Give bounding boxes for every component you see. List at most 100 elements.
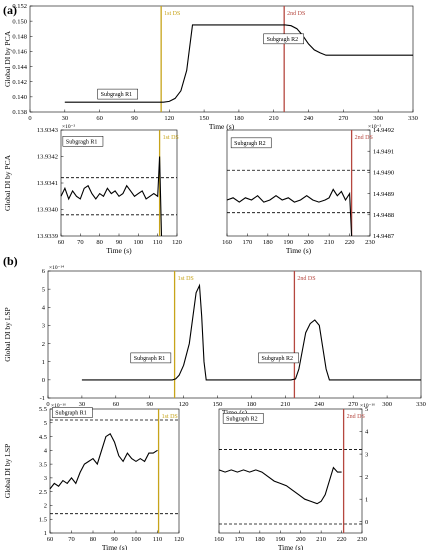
annotation-text: Subgragh R1	[101, 92, 132, 98]
y-tick-label: 1.5	[39, 516, 47, 523]
x-tick-label: 150	[199, 115, 209, 122]
panel-label-b: (b)	[3, 254, 18, 268]
y-tick-label: 2	[42, 341, 45, 348]
x-tick-label: 170	[235, 536, 245, 543]
y-tick-label: 0	[365, 519, 368, 526]
x-tick-label: 200	[304, 239, 314, 246]
x-tick-label: 180	[234, 115, 244, 122]
y-tick-label: 0.152	[12, 3, 27, 10]
x-tick-label: 90	[131, 115, 138, 122]
x-axis-label: Time (s)	[106, 246, 132, 255]
x-tick-label: 60	[58, 239, 65, 246]
x-axis-label: Time (s)	[286, 246, 312, 255]
x-tick-label: 330	[408, 115, 418, 122]
damage-scenario-label: 2nd DS	[297, 276, 315, 282]
annotation-box	[62, 136, 104, 147]
y-tick-label: 14.9489	[373, 191, 394, 198]
x-tick-label: 30	[62, 115, 69, 122]
x-tick-label: 90	[146, 401, 153, 408]
y-tick-label: -1	[40, 395, 45, 402]
x-tick-label: 90	[116, 239, 123, 246]
y-tick-label: 0.150	[12, 18, 27, 25]
x-tick-label: 180	[263, 239, 273, 246]
y-tick-label: 5.5	[39, 406, 47, 413]
y-tick-label: 0.146	[12, 49, 27, 56]
series-line	[226, 188, 353, 237]
y-tick-label: 5	[42, 286, 45, 293]
y-tick-label: 4.5	[39, 434, 47, 441]
y-tick-label: 14.9492	[373, 127, 394, 134]
x-tick-label: 120	[172, 239, 182, 246]
y-tick-label: 4	[365, 429, 369, 436]
y-axis-label: Global DI by LSP	[3, 307, 12, 361]
x-tick-label: 160	[214, 536, 224, 543]
damage-scenario-label: 1st DS	[164, 11, 180, 17]
chart-b_right: 160 170 180 190 200 210 220 230 0 1 2 3 4 5×10⁻¹⁶ Time…	[214, 403, 375, 550]
annotation-box	[230, 137, 272, 149]
x-tick-label: 270	[338, 115, 348, 122]
plot-frame	[226, 129, 371, 237]
annotation-box	[222, 413, 264, 424]
annotation-text: Subgraph R2	[261, 356, 293, 362]
annotation-text: Subgragh R2	[234, 141, 266, 147]
x-tick-label: 30	[79, 401, 86, 408]
x-tick-label: 150	[213, 401, 223, 408]
charts: 0 30 60 90 120 150 180 210 240 270 300 3300.1380.14…	[3, 3, 426, 550]
plot-frame	[49, 408, 180, 534]
damage-scenario-label: 2nd DS	[287, 11, 305, 17]
subgraph-annotation: Subgraph R1	[52, 407, 93, 418]
y-tick-label: 0.140	[12, 94, 27, 101]
y-tick-label: 14.9490	[373, 170, 394, 177]
x-tick-label: 210	[324, 239, 334, 246]
x-tick-label: 220	[337, 536, 347, 543]
subgraph-annotation: Subgraph R2	[222, 413, 264, 424]
subgraph-annotation: Subgragh R2	[263, 33, 304, 45]
annotation-text: Subgragh R1	[66, 139, 98, 145]
x-tick-label: 300	[382, 401, 392, 408]
annotation-box	[258, 352, 299, 364]
x-axis-label: Time (s)	[102, 543, 128, 550]
y-tick-label: 3	[42, 323, 45, 330]
x-tick-label: 120	[174, 536, 184, 543]
x-axis-label: Time (s)	[222, 408, 248, 417]
series-line	[218, 466, 342, 505]
plot-frame	[218, 408, 363, 534]
axis-exponent: ×10⁻¹⁴	[49, 265, 64, 271]
y-tick-label: 13.9341	[37, 180, 58, 187]
x-tick-label: 170	[243, 239, 253, 246]
y-tick-label: 2.5	[39, 489, 47, 496]
x-tick-label: 210	[280, 401, 290, 408]
panel-label-a: (a)	[3, 3, 17, 17]
y-tick-label: 5	[365, 406, 368, 413]
x-tick-label: 270	[348, 401, 358, 408]
x-tick-label: 0	[46, 401, 49, 408]
x-tick-label: 220	[345, 239, 355, 246]
x-tick-label: 180	[255, 536, 265, 543]
y-tick-label: 6	[42, 268, 46, 275]
y-tick-label: 14.9487	[373, 233, 395, 240]
damage-scenario-label: 1st DS	[178, 276, 194, 282]
x-tick-label: 190	[283, 239, 293, 246]
x-tick-label: 210	[316, 536, 326, 543]
x-tick-label: 90	[111, 536, 118, 543]
x-tick-label: 120	[164, 115, 174, 122]
subgraph-annotation: Subgraph R2	[258, 352, 299, 364]
x-tick-label: 200	[296, 536, 306, 543]
y-tick-label: 0.138	[12, 109, 27, 116]
axis-exponent: ×10⁻²	[62, 124, 76, 130]
x-axis-label: Time (s)	[278, 543, 304, 550]
x-tick-label: 110	[153, 536, 163, 543]
annotation-text: Subgraph R1	[134, 356, 166, 362]
annotation-box	[52, 407, 93, 418]
y-tick-label: 2	[44, 503, 47, 510]
x-tick-label: 120	[179, 401, 189, 408]
x-tick-label: 80	[90, 536, 97, 543]
plot-frame	[47, 270, 422, 399]
subgraph-annotation: Subgragh R1	[97, 88, 138, 100]
y-tick-label: 4	[42, 304, 46, 311]
y-tick-label: 2	[365, 474, 368, 481]
subgraph-annotation: Subgragh R1	[62, 136, 104, 147]
x-tick-label: 300	[373, 115, 383, 122]
y-tick-label: 13.9339	[37, 233, 58, 240]
